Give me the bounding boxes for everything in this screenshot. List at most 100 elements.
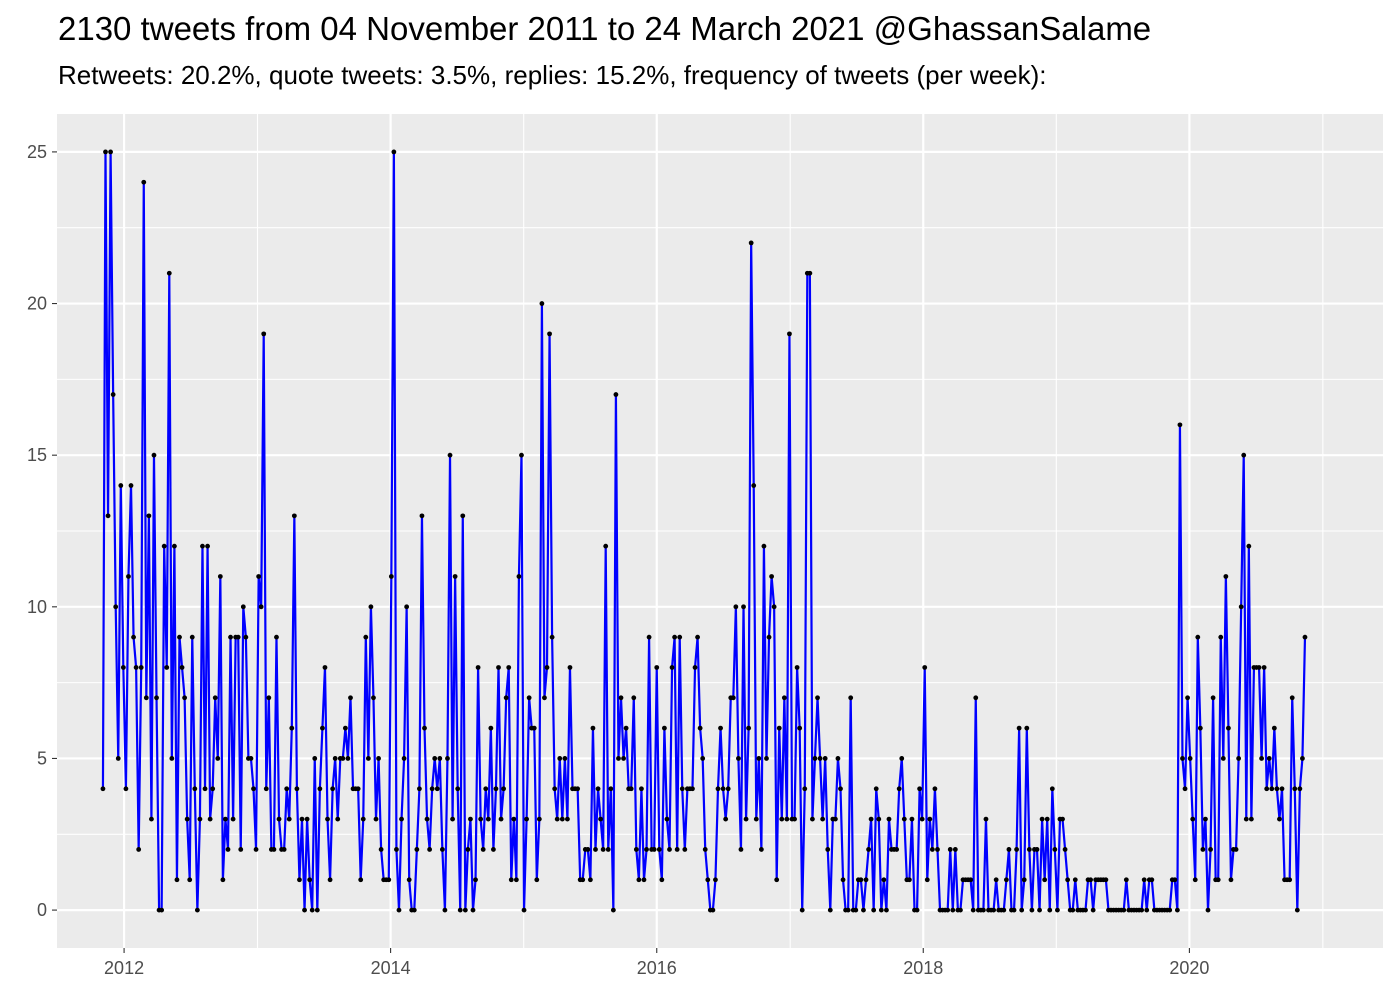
data-point: [705, 877, 711, 883]
data-point: [899, 756, 905, 761]
data-point: [317, 786, 323, 792]
data-point: [289, 725, 295, 731]
data-point: [774, 877, 780, 883]
data-point: [1195, 634, 1201, 640]
data-point: [332, 756, 338, 761]
data-point: [677, 634, 683, 640]
data-point: [559, 816, 565, 822]
data-point: [189, 634, 195, 640]
data-point: [1185, 695, 1190, 701]
data-point: [565, 816, 570, 822]
data-point: [164, 665, 170, 670]
data-point: [123, 786, 129, 792]
data-point: [491, 847, 496, 852]
data-point: [784, 816, 790, 822]
data-point: [460, 513, 466, 519]
data-point: [149, 816, 154, 822]
data-point: [799, 907, 805, 913]
data-point: [473, 877, 478, 883]
data-point: [1103, 877, 1109, 883]
data-point: [1274, 786, 1280, 792]
data-point: [493, 786, 499, 792]
data-point: [644, 847, 649, 852]
data-point: [1144, 907, 1150, 913]
data-point: [1003, 877, 1009, 883]
data-point: [1083, 907, 1088, 913]
data-point: [480, 847, 486, 852]
data-point: [562, 756, 568, 761]
data-point: [483, 786, 489, 792]
y-tick-label: 25: [27, 142, 47, 162]
data-point: [542, 695, 547, 701]
data-point: [815, 695, 820, 701]
data-point: [1233, 847, 1239, 852]
data-point: [807, 270, 813, 276]
data-point: [1261, 665, 1267, 670]
data-point: [603, 543, 609, 549]
data-point: [710, 907, 716, 913]
data-point: [730, 695, 736, 701]
data-point: [133, 665, 139, 670]
data-point: [187, 877, 193, 883]
data-point: [733, 604, 739, 610]
data-point: [1047, 907, 1053, 913]
data-point: [294, 786, 300, 792]
data-point: [235, 634, 241, 640]
y-tick-label: 20: [27, 294, 47, 314]
data-point: [1292, 786, 1298, 792]
data-point: [360, 816, 366, 822]
data-point: [580, 877, 586, 883]
data-point: [876, 816, 882, 822]
data-point: [810, 816, 815, 822]
data-point: [503, 695, 509, 701]
data-point: [263, 786, 269, 792]
data-point: [608, 786, 614, 792]
data-point: [427, 847, 433, 852]
data-point: [822, 756, 828, 761]
data-point: [690, 786, 695, 792]
data-point: [741, 604, 746, 610]
data-point: [669, 665, 675, 670]
data-point: [177, 634, 182, 640]
data-point: [141, 179, 147, 185]
data-point: [1174, 907, 1180, 913]
data-point: [1279, 786, 1285, 792]
data-point: [475, 665, 481, 670]
data-point: [261, 331, 267, 337]
data-point: [100, 786, 106, 792]
data-point: [736, 756, 741, 761]
data-point: [399, 816, 404, 822]
data-point: [590, 725, 596, 731]
data-point: [404, 604, 410, 610]
data-point: [131, 634, 136, 640]
data-point: [422, 725, 427, 731]
data-point: [764, 756, 769, 761]
data-point: [863, 877, 869, 883]
data-point: [286, 816, 292, 822]
data-point: [595, 786, 601, 792]
data-point: [667, 847, 672, 852]
data-point: [335, 816, 341, 822]
data-point: [909, 816, 915, 822]
data-point: [266, 695, 272, 701]
data-point: [771, 604, 777, 610]
data-point: [935, 847, 940, 852]
data-point: [388, 574, 394, 579]
data-point: [230, 816, 236, 822]
data-point: [179, 665, 185, 670]
data-point: [516, 574, 522, 579]
data-point: [812, 756, 818, 761]
data-point: [1256, 665, 1262, 670]
data-point: [396, 907, 402, 913]
data-point: [276, 816, 282, 822]
y-tick-label: 10: [27, 597, 47, 617]
data-point: [194, 907, 200, 913]
data-point: [1223, 574, 1229, 579]
data-point: [1190, 816, 1196, 822]
data-point: [1208, 847, 1213, 852]
data-point: [802, 786, 808, 792]
data-point: [958, 907, 963, 913]
data-point: [450, 816, 455, 822]
data-point: [598, 816, 603, 822]
